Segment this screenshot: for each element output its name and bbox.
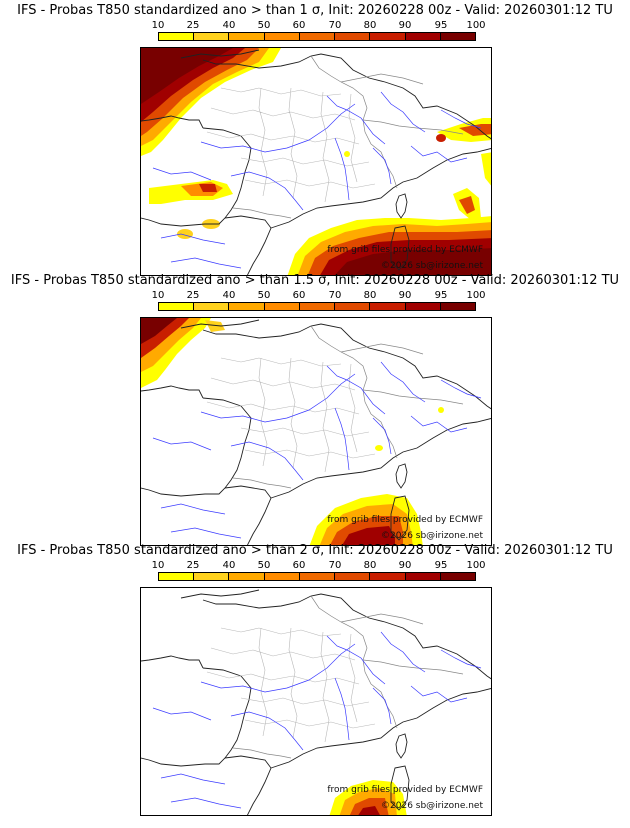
colorbar-tick: 70	[328, 560, 342, 571]
map-panel-2: IFS - Probas T850 standardized ano > tha…	[0, 270, 630, 546]
colorbar	[158, 32, 476, 41]
colorbar-tick: 95	[434, 20, 448, 31]
colorbar-tick: 10	[151, 20, 165, 31]
data-credit: from grib files provided by ECMWF	[327, 245, 483, 255]
colorbar-swatch	[229, 33, 265, 40]
panel-title: IFS - Probas T850 standardized ano > tha…	[17, 3, 613, 18]
colorbar-swatch	[264, 573, 300, 580]
colorbar-tick: 90	[398, 20, 412, 31]
colorbar-swatch	[370, 303, 406, 310]
colorbar-swatch	[335, 303, 371, 310]
colorbar-tick: 80	[363, 560, 377, 571]
colorbar-tick: 70	[328, 290, 342, 301]
colorbar-swatch	[440, 573, 475, 580]
colorbar-tick: 10	[151, 560, 165, 571]
colorbar-tick: 80	[363, 20, 377, 31]
colorbar-swatch	[194, 33, 230, 40]
probability-field	[141, 318, 444, 545]
map-canvas	[141, 589, 491, 815]
colorbar-tick: 90	[398, 560, 412, 571]
colorbar-tick: 60	[292, 290, 306, 301]
map-panel-3: IFS - Probas T850 standardized ano > tha…	[0, 540, 630, 816]
colorbar-swatch	[194, 303, 230, 310]
colorbar-swatch	[370, 573, 406, 580]
probability-field	[329, 780, 407, 815]
colorbar-tick: 95	[434, 290, 448, 301]
data-credit: from grib files provided by ECMWF	[327, 515, 483, 525]
colorbar-tick: 50	[257, 20, 271, 31]
colorbar-swatch	[299, 33, 336, 40]
colorbar-tick: 60	[292, 560, 306, 571]
map-canvas	[141, 318, 491, 545]
probability-map: from grib files provided by ECMWF ©2026 …	[140, 47, 492, 276]
colorbar-swatch	[440, 303, 475, 310]
colorbar-tick: 25	[186, 20, 200, 31]
colorbar-tick: 10	[151, 290, 165, 301]
colorbar-swatch	[159, 303, 195, 310]
colorbar-tick: 25	[186, 560, 200, 571]
colorbar-swatch	[440, 33, 475, 40]
colorbar-swatch	[264, 33, 300, 40]
colorbar-swatch	[299, 573, 336, 580]
colorbar-tick: 40	[222, 290, 236, 301]
colorbar-swatch	[229, 303, 265, 310]
copyright: ©2026 sb@irizone.net	[381, 531, 483, 541]
colorbar-swatch	[405, 33, 441, 40]
colorbar-swatch	[335, 33, 371, 40]
colorbar-tick: 80	[363, 290, 377, 301]
colorbar	[158, 302, 476, 311]
colorbar-swatch	[194, 573, 230, 580]
colorbar-tick: 60	[292, 20, 306, 31]
probability-map: from grib files provided by ECMWF ©2026 …	[140, 587, 492, 816]
copyright: ©2026 sb@irizone.net	[381, 801, 483, 811]
colorbar-tick: 70	[328, 20, 342, 31]
colorbar-tick: 50	[257, 290, 271, 301]
panel-title: IFS - Probas T850 standardized ano > tha…	[10, 273, 620, 288]
colorbar-swatch	[264, 303, 300, 310]
data-credit: from grib files provided by ECMWF	[327, 785, 483, 795]
colorbar-tick: 100	[466, 290, 486, 301]
colorbar-tick: 50	[257, 560, 271, 571]
colorbar-swatch	[370, 33, 406, 40]
colorbar-swatch	[159, 573, 195, 580]
colorbar-tick: 40	[222, 560, 236, 571]
colorbar-tick: 95	[434, 560, 448, 571]
colorbar-swatch	[405, 573, 441, 580]
colorbar-swatch	[335, 573, 371, 580]
colorbar	[158, 572, 476, 581]
colorbar-swatch	[405, 303, 441, 310]
probability-field	[141, 48, 491, 275]
map-panel-1: IFS - Probas T850 standardized ano > tha…	[0, 0, 630, 276]
copyright: ©2026 sb@irizone.net	[381, 261, 483, 271]
colorbar-swatch	[229, 573, 265, 580]
colorbar-swatch	[159, 33, 195, 40]
colorbar-swatch	[299, 303, 336, 310]
colorbar-tick: 90	[398, 290, 412, 301]
panel-title: IFS - Probas T850 standardized ano > tha…	[17, 543, 613, 558]
colorbar-tick: 25	[186, 290, 200, 301]
colorbar-tick: 40	[222, 20, 236, 31]
probability-map: from grib files provided by ECMWF ©2026 …	[140, 317, 492, 546]
colorbar-tick: 100	[466, 560, 486, 571]
colorbar-tick: 100	[466, 20, 486, 31]
map-canvas	[141, 48, 491, 275]
